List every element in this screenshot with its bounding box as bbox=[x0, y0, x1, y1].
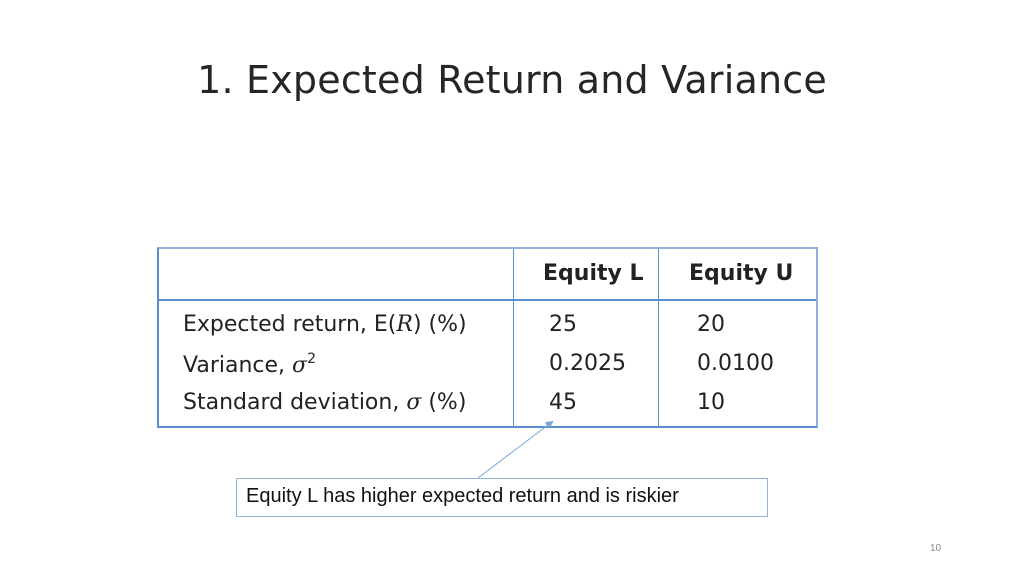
header-equity-u: Equity U bbox=[689, 261, 794, 286]
row-label-std-dev: Standard deviation, σ (%) bbox=[183, 390, 466, 415]
label-text: ) (%) bbox=[412, 312, 467, 337]
callout-box: Equity L has higher expected return and … bbox=[236, 478, 768, 517]
callout-text: Equity L has higher expected return and … bbox=[246, 485, 679, 507]
comparison-table: Equity L Equity U Expected return, E(R) … bbox=[157, 247, 818, 428]
column-divider-1 bbox=[513, 249, 514, 426]
cell-expected-return-l: 25 bbox=[549, 312, 577, 337]
column-divider-2 bbox=[658, 249, 659, 426]
label-text: Variance, bbox=[183, 353, 293, 378]
row-label-variance: Variance, σ2 bbox=[183, 351, 316, 378]
label-italic: σ bbox=[406, 390, 422, 415]
label-italic: R bbox=[396, 312, 413, 337]
cell-expected-return-u: 20 bbox=[697, 312, 725, 337]
label-text: (%) bbox=[421, 390, 467, 415]
connector-line bbox=[477, 420, 554, 479]
cell-variance-u: 0.0100 bbox=[697, 351, 774, 376]
label-text: Standard deviation, bbox=[183, 390, 407, 415]
slide-title: 1. Expected Return and Variance bbox=[197, 58, 827, 102]
header-divider bbox=[159, 299, 816, 301]
label-superscript: 2 bbox=[307, 351, 316, 367]
label-italic: σ bbox=[292, 353, 308, 378]
cell-variance-l: 0.2025 bbox=[549, 351, 626, 376]
row-label-expected-return: Expected return, E(R) (%) bbox=[183, 312, 467, 337]
header-equity-l: Equity L bbox=[543, 261, 644, 286]
page-number: 10 bbox=[930, 543, 942, 554]
cell-std-dev-u: 10 bbox=[697, 390, 725, 415]
cell-std-dev-l: 45 bbox=[549, 390, 577, 415]
label-text: Expected return, E( bbox=[183, 312, 397, 337]
